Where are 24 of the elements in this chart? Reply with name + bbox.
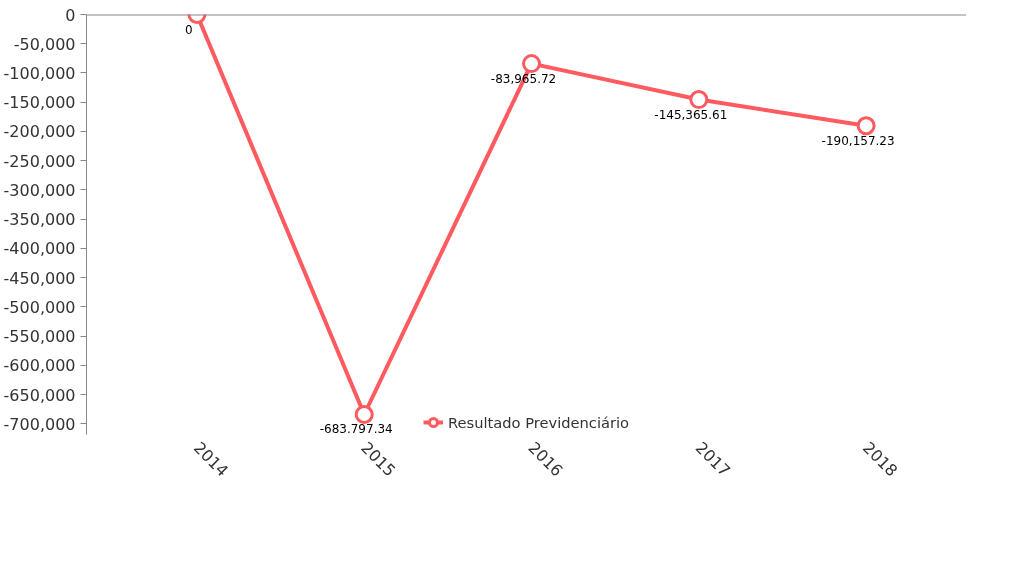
y-tick-label: -550,000 [3, 327, 76, 347]
y-tick-label: -450,000 [3, 268, 76, 288]
y-tick-label: -300,000 [3, 180, 76, 200]
legend-label: Resultado Previdenciário [447, 413, 630, 431]
y-tick-label: -100,000 [3, 64, 76, 83]
y-tick-label: -350,000 [3, 210, 76, 230]
y-tick-label: -150,000 [3, 93, 76, 113]
data-label: -190,157.23 [821, 133, 895, 148]
y-tick-label: -700,000 [3, 414, 76, 434]
data-label: -683.797.34 [319, 422, 393, 437]
y-tick-label: -400,000 [3, 239, 76, 259]
data-label: -145,365.61 [654, 107, 728, 122]
y-tick-label: -50,000 [13, 34, 76, 54]
y-tick-label: -500,000 [3, 297, 76, 317]
point [354, 405, 374, 424]
point [522, 54, 542, 74]
point [689, 90, 709, 110]
data-label: 0 [185, 22, 193, 37]
y-tick-label: -250,000 [3, 151, 76, 171]
y-tick-label: -600,000 [3, 356, 76, 376]
y-tick-label: -650,000 [3, 385, 76, 405]
point [856, 116, 876, 136]
y-tick-label: -200,000 [3, 122, 76, 142]
y-tick-label: 0 [65, 5, 76, 25]
